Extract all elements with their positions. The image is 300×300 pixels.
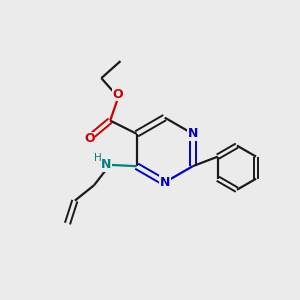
Text: O: O — [113, 88, 123, 100]
Text: N: N — [160, 176, 170, 189]
Text: H: H — [94, 153, 102, 163]
Text: N: N — [188, 127, 198, 140]
Text: N: N — [100, 158, 111, 171]
Text: O: O — [84, 132, 95, 145]
